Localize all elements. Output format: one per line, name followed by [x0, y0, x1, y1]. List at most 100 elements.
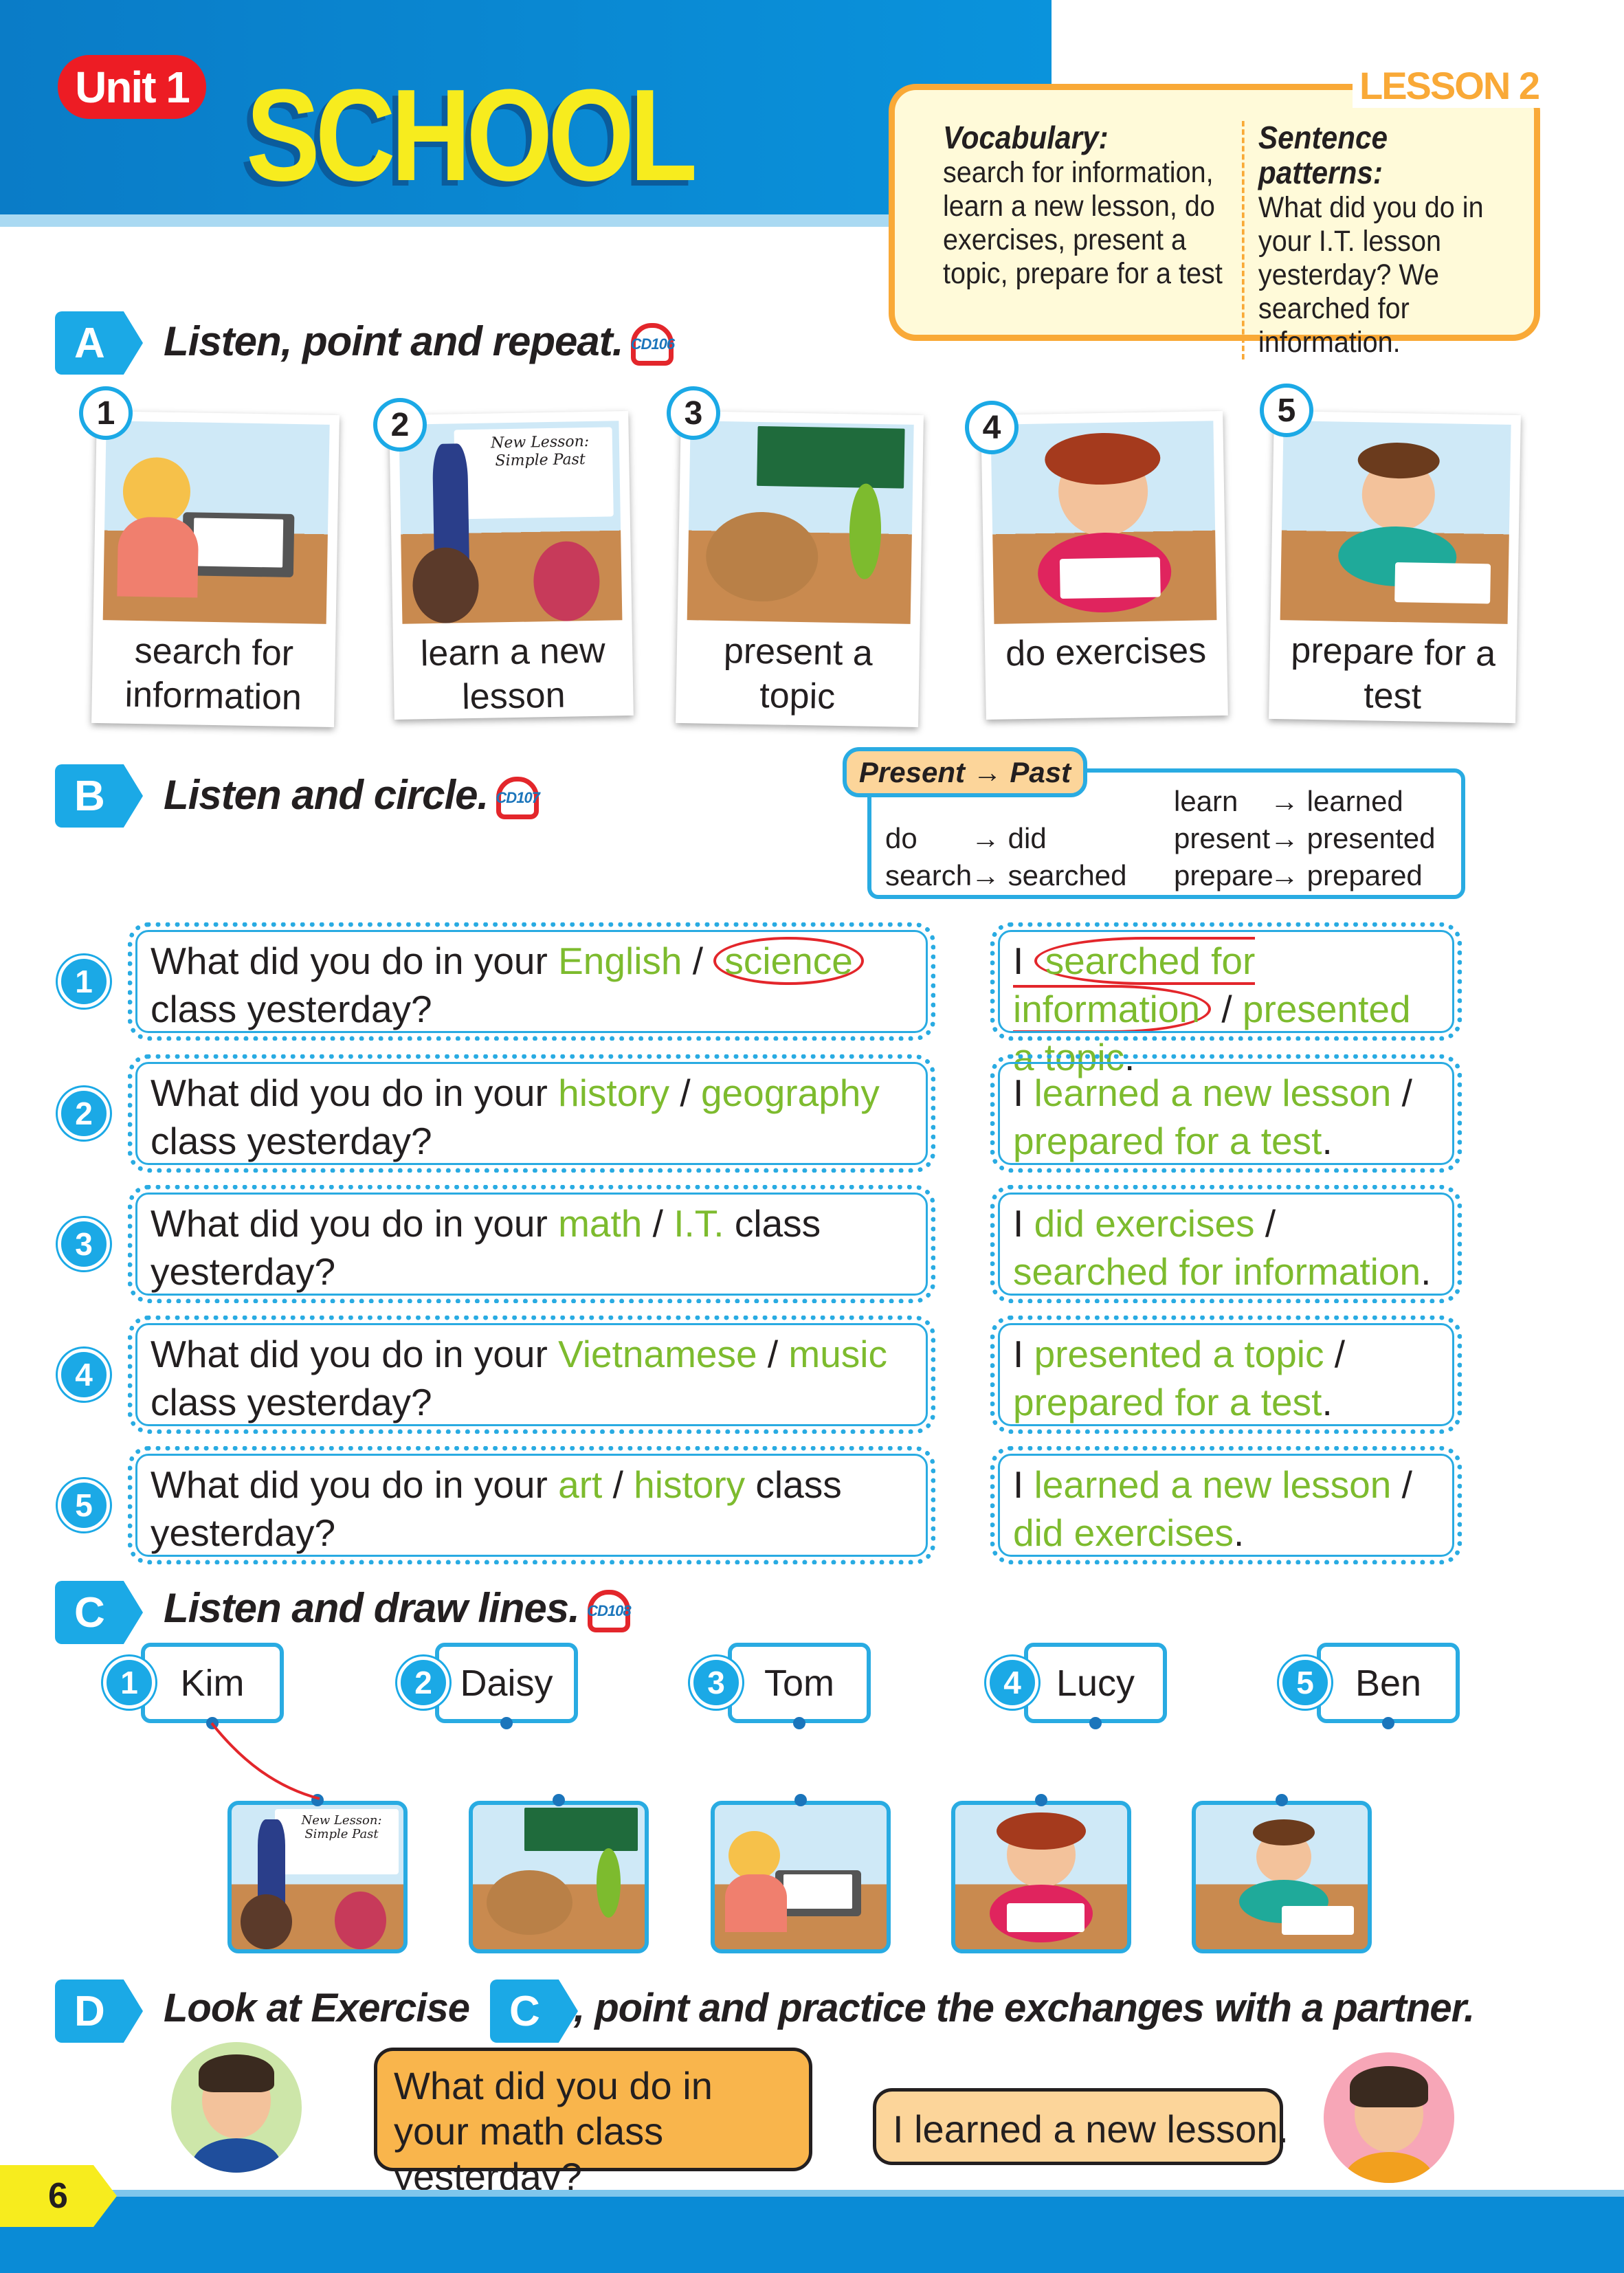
question-box: What did you do in your math / I.T. clas… — [128, 1185, 935, 1303]
section-b-badge: B — [55, 764, 143, 828]
choice-option[interactable]: learned a new lesson — [1034, 1072, 1392, 1114]
question-text: What did you do in your — [151, 940, 559, 982]
audio-cd-icon[interactable]: CD1 07 — [496, 777, 540, 820]
section-c-title-text: Listen and draw lines. — [164, 1585, 580, 1631]
cd-track: 08 — [615, 1602, 632, 1620]
verb-present: prepare — [1174, 859, 1273, 891]
verb-present: present — [1174, 822, 1271, 854]
name-box[interactable]: Daisy — [435, 1643, 578, 1723]
name-text: Lucy — [1056, 1662, 1135, 1704]
answer-box: I did exercises / searched for informati… — [990, 1185, 1462, 1303]
choice-separator: / — [1391, 1463, 1412, 1506]
choice-option[interactable]: did exercises — [1013, 1511, 1234, 1554]
choice-option[interactable]: I.T. — [674, 1202, 724, 1245]
choice-option[interactable]: math — [558, 1202, 643, 1245]
answer-line-kim — [210, 1722, 320, 1800]
connect-dot[interactable] — [1035, 1794, 1047, 1806]
row-number: 3 — [58, 1218, 110, 1270]
connect-dot[interactable] — [794, 1794, 807, 1806]
connect-dot[interactable] — [311, 1794, 324, 1806]
row-number: 2 — [58, 1087, 110, 1140]
present-past-tag: Present → Past — [843, 747, 1087, 797]
choice-option[interactable]: prepared for a test — [1013, 1381, 1322, 1423]
connect-dot[interactable] — [793, 1717, 805, 1729]
choice-option[interactable]: presented a topic — [1034, 1333, 1324, 1375]
connect-dot[interactable] — [1276, 1794, 1288, 1806]
verb-past-text: did — [1008, 822, 1047, 854]
section-a-title-text: Listen, point and repeat. — [164, 318, 623, 364]
name-box[interactable]: Ben — [1317, 1643, 1460, 1723]
cd-track: 07 — [524, 789, 540, 807]
picture-card: prepare for a test — [1269, 410, 1521, 724]
verb-past-text: presented — [1306, 822, 1436, 854]
question-text: class yesterday? — [151, 1463, 842, 1554]
laptop-search-picture[interactable] — [711, 1801, 891, 1953]
choice-option[interactable]: music — [788, 1333, 888, 1375]
laptop-search-illustration — [102, 421, 330, 624]
lesson-tag: LESSON 2 — [1353, 63, 1546, 108]
choice-option[interactable]: art — [558, 1463, 603, 1506]
girl-book-illustration — [990, 421, 1217, 624]
connect-dot[interactable] — [206, 1717, 219, 1729]
choice-option[interactable]: searched for information — [1013, 1250, 1421, 1293]
choice-separator: / — [602, 1463, 634, 1506]
answer-box: I presented a topic / prepared for a tes… — [990, 1316, 1462, 1434]
vocab-title: Vocabulary: — [943, 120, 1109, 155]
cd-label: CD1 — [630, 335, 660, 353]
page-title: SCHOOL — [246, 63, 698, 208]
name-number: 2 — [397, 1656, 449, 1709]
connect-dot[interactable] — [1089, 1717, 1102, 1729]
section-d-title-post: , point and practice the exchanges with … — [574, 1986, 1475, 2030]
picture-number: 1 — [79, 386, 133, 440]
section-b-title-text: Listen and circle. — [164, 772, 489, 818]
section-c-badge: C — [55, 1581, 143, 1644]
choice-option[interactable]: searched for information — [1013, 937, 1256, 1033]
choice-option[interactable]: science — [713, 937, 864, 985]
question-text: class yesterday? — [151, 1120, 432, 1162]
audio-cd-icon[interactable]: CD1 06 — [630, 323, 675, 366]
question-box: What did you do in your Vietnamese / mus… — [128, 1316, 935, 1434]
page-number: 6 — [0, 2165, 117, 2227]
answer-text: . — [1233, 1511, 1245, 1554]
answer-box: I learned a new lesson / did exercises. — [990, 1446, 1462, 1564]
choice-option[interactable]: history — [634, 1463, 746, 1506]
choice-option[interactable]: Vietnamese — [558, 1333, 757, 1375]
name-box[interactable]: Kim — [141, 1643, 284, 1723]
row-number: 4 — [58, 1349, 110, 1401]
connect-dot[interactable] — [1382, 1717, 1394, 1729]
connect-dot[interactable] — [553, 1794, 565, 1806]
name-number: 3 — [690, 1656, 742, 1709]
choice-option[interactable]: history — [558, 1072, 670, 1114]
classroom-present-picture[interactable] — [469, 1801, 649, 1953]
answer-text: . — [1322, 1381, 1333, 1423]
teacher-board-picture[interactable]: New Lesson: Simple Past — [227, 1801, 408, 1953]
connect-dot[interactable] — [500, 1717, 513, 1729]
question-text: What did you do in your — [151, 1463, 559, 1506]
answer-text: . — [1421, 1250, 1432, 1293]
lesson-box: Vocabulary: search for information, learn… — [889, 84, 1540, 359]
choice-option[interactable]: did exercises — [1034, 1202, 1255, 1245]
choice-option[interactable]: learned a new lesson — [1034, 1463, 1392, 1506]
name-box[interactable]: Lucy — [1024, 1643, 1167, 1723]
boy-study-picture[interactable] — [1192, 1801, 1372, 1953]
picture-caption: present a topic — [723, 631, 874, 717]
unit-badge: Unit 1 — [58, 55, 206, 119]
teacher-board-illustration: New Lesson: Simple Past — [399, 421, 623, 624]
audio-cd-icon[interactable]: CD1 08 — [587, 1590, 632, 1633]
verb-present: search — [885, 859, 972, 891]
girl-book-picture[interactable] — [951, 1801, 1131, 1953]
section-a-title: Listen, point and repeat. CD1 06 — [164, 318, 675, 366]
choice-option[interactable]: geography — [700, 1072, 880, 1114]
choice-separator: / — [1391, 1072, 1412, 1114]
picture-card: search for information — [91, 410, 340, 728]
choice-option[interactable]: English — [558, 940, 682, 982]
name-text: Daisy — [460, 1662, 553, 1704]
name-number: 1 — [103, 1656, 155, 1709]
verb-past: → searched — [971, 859, 1127, 891]
picture-number: 2 — [373, 398, 427, 452]
row-number: 5 — [58, 1479, 110, 1531]
picture-caption: learn a new lesson — [420, 630, 606, 718]
choice-option[interactable]: prepared for a test — [1013, 1120, 1322, 1162]
name-box[interactable]: Tom — [728, 1643, 871, 1723]
section-d-badge: D — [55, 1980, 143, 2043]
